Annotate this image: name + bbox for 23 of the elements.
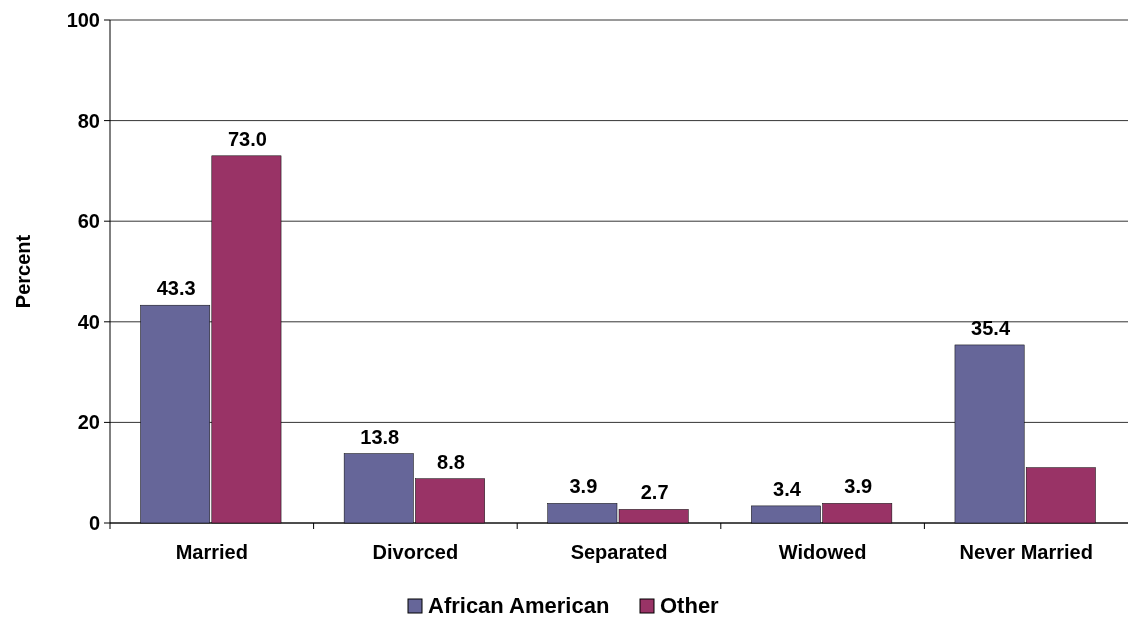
y-tick-label: 60 <box>77 210 100 233</box>
data-label: 8.8 <box>437 450 465 473</box>
data-label: 3.9 <box>569 475 598 498</box>
y-tick-label: 40 <box>77 310 100 333</box>
y-tick-label: 80 <box>77 109 100 132</box>
x-tick-label: Separated <box>570 541 668 563</box>
data-label: 43.3 <box>156 277 196 300</box>
y-tick-label: 100 <box>66 9 100 31</box>
y-tick-label: 20 <box>77 411 100 434</box>
data-label: 2.7 <box>640 481 669 504</box>
x-tick-label: Never Married <box>959 541 1093 563</box>
x-tick-label: Divorced <box>372 541 459 563</box>
data-label: 3.4 <box>773 477 802 500</box>
data-label: 35.4 <box>971 316 1011 339</box>
y-axis-title: Percent <box>12 234 34 309</box>
legend-label: African American <box>428 593 610 618</box>
x-tick-label: Married <box>175 541 248 563</box>
data-label: 73.0 <box>227 127 267 150</box>
data-label: 3.9 <box>844 475 873 498</box>
y-tick-label: 0 <box>88 512 100 534</box>
x-tick-label: Widowed <box>778 541 867 563</box>
data-label: 13.8 <box>360 425 400 448</box>
legend-label: Other <box>660 593 720 618</box>
